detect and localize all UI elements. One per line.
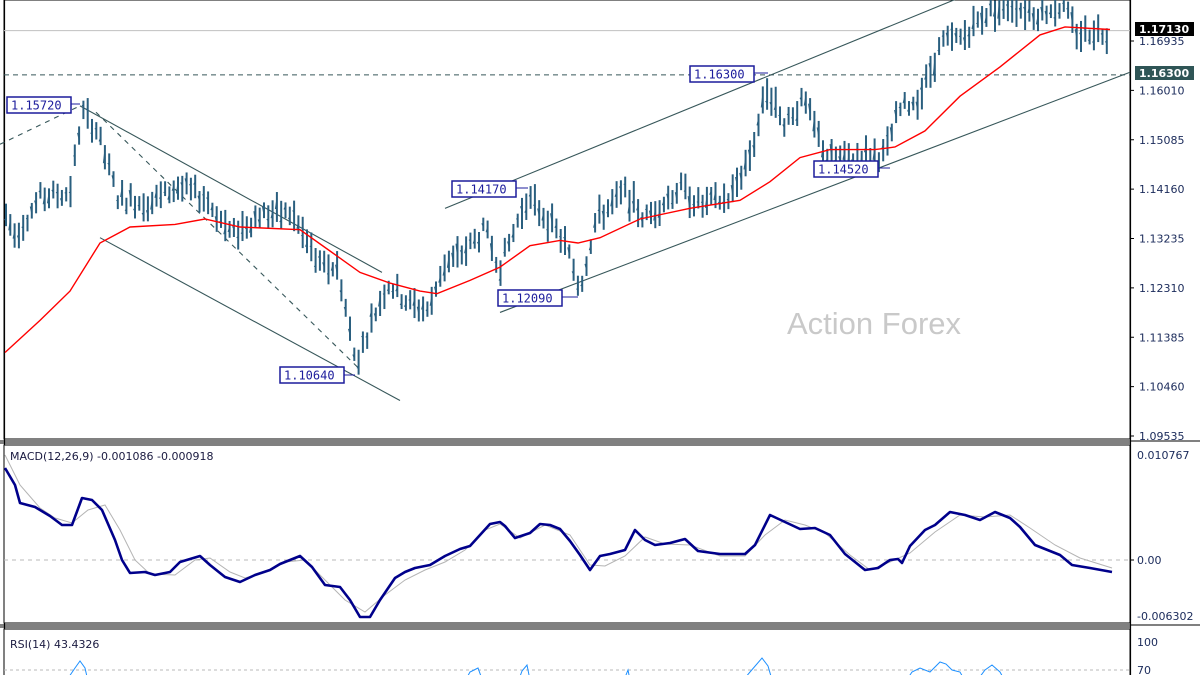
svg-text:1.14170: 1.14170 <box>456 183 507 197</box>
swing-label-swing-high: 1.14170 <box>452 181 528 197</box>
price-axis-label: 1.16935 <box>1139 35 1185 48</box>
current-price-label: 1.17130 <box>1139 23 1189 36</box>
level-price-label: 1.16300 <box>1139 67 1189 80</box>
swing-label-swing-low: 1.14520 <box>814 161 890 177</box>
price-axis-label: 1.11385 <box>1139 331 1185 344</box>
svg-text:1.12090: 1.12090 <box>502 292 553 306</box>
price-axis-label: 1.14160 <box>1139 183 1185 196</box>
rsi-axis-100: 100 <box>1137 636 1158 649</box>
rsi-panel <box>4 629 1130 675</box>
svg-text:1.16300: 1.16300 <box>694 68 745 82</box>
current-price-tag: 1.17130 <box>1135 22 1194 36</box>
macd-axis-min: -0.006302 <box>1137 610 1193 623</box>
svg-text:1.10640: 1.10640 <box>284 369 335 383</box>
swing-label-swing-low: 1.10640 <box>280 367 355 383</box>
macd-axis-zero: 0.00 <box>1137 554 1162 567</box>
price-axis-label: 1.10460 <box>1139 381 1185 394</box>
watermark-text: Action Forex <box>787 306 962 341</box>
main-price-panel <box>4 0 1130 439</box>
svg-text:1.14520: 1.14520 <box>818 163 869 177</box>
price-axis-label: 1.12310 <box>1139 282 1185 295</box>
swing-label-swing-high: 1.15720 <box>7 97 80 113</box>
macd-axis-max: 0.010767 <box>1137 449 1190 462</box>
macd-title: MACD(12,26,9) -0.001086 -0.000918 <box>10 450 213 463</box>
price-axis-label: 1.15085 <box>1139 134 1185 147</box>
price-axis: 1.16935 1.16010 1.15085 1.14160 1.13235 1.123… <box>1130 35 1185 443</box>
price-axis-label: 1.16010 <box>1139 84 1185 97</box>
svg-text:1.15720: 1.15720 <box>11 99 62 113</box>
rsi-title: RSI(14) 43.4326 <box>10 638 99 651</box>
rsi-axis-70: 70 <box>1137 664 1151 675</box>
level-price-tag: 1.16300 <box>1135 66 1194 80</box>
price-axis-label: 1.13235 <box>1139 233 1185 246</box>
